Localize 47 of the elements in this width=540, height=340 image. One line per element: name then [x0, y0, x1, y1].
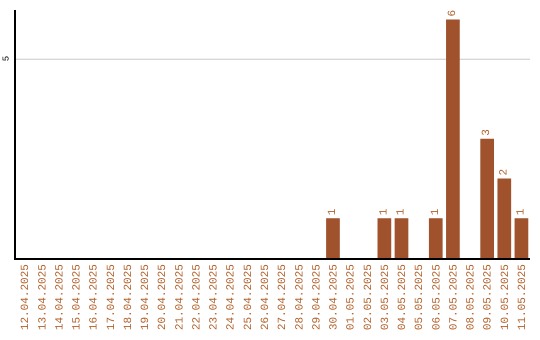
x-tick-label: 16.04.2025	[88, 264, 101, 330]
bar	[326, 218, 340, 258]
data-label: 1	[396, 208, 408, 216]
x-tick-label: 28.04.2025	[294, 264, 306, 330]
bar	[428, 218, 443, 258]
x-tick-label: 08.05.2025	[466, 264, 478, 330]
bar	[394, 218, 408, 258]
x-tick-label: 21.04.2025	[174, 264, 186, 330]
x-tick-label: 27.04.2025	[277, 264, 290, 330]
bar	[378, 218, 392, 258]
ref-line-label: 5	[2, 56, 12, 62]
x-tick-label: 02.05.2025	[362, 264, 375, 330]
data-label: 2	[498, 168, 510, 176]
x-tick-label: 19.04.2025	[140, 264, 152, 330]
x-tick-label: 23.04.2025	[208, 264, 221, 330]
x-tick-label: 07.05.2025	[448, 264, 460, 330]
x-tick-label: 17.04.2025	[106, 264, 118, 330]
x-tick-label: 24.04.2025	[226, 264, 238, 330]
data-label: 6	[446, 10, 459, 17]
x-tick-label: 30.04.2025	[328, 264, 341, 330]
x-tick-label: 05.05.2025	[414, 264, 426, 330]
x-tick-label: 01.05.2025	[346, 264, 358, 330]
x-tick-label: 26.04.2025	[260, 264, 272, 330]
x-tick-label: 20.04.2025	[157, 264, 170, 330]
data-label: 3	[481, 129, 494, 136]
x-tick-label: 22.04.2025	[191, 264, 204, 330]
x-tick-label: 14.04.2025	[54, 264, 66, 330]
x-tick-label: 18.04.2025	[122, 264, 135, 330]
x-tick-label: 13.04.2025	[37, 264, 50, 330]
bar	[514, 218, 528, 258]
data-label: 1	[378, 208, 390, 216]
x-tick-label: 15.04.2025	[72, 264, 84, 330]
bar	[446, 20, 460, 258]
x-tick-label: 09.05.2025	[482, 264, 495, 330]
x-tick-label: 29.04.2025	[311, 264, 324, 330]
x-tick-label: 12.04.2025	[20, 264, 32, 330]
x-tick-label: 10.05.2025	[500, 264, 512, 330]
x-tick-label: 06.05.2025	[431, 264, 444, 330]
data-label: 1	[430, 208, 442, 216]
x-tick-label: 03.05.2025	[380, 264, 392, 330]
x-tick-label: 25.04.2025	[242, 264, 255, 330]
data-label: 1	[326, 208, 339, 216]
bar	[497, 178, 512, 258]
data-label: 1	[515, 208, 528, 216]
x-tick-label: 04.05.2025	[397, 264, 410, 330]
x-tick-label: 11.05.2025	[517, 264, 530, 330]
bar	[480, 138, 494, 258]
